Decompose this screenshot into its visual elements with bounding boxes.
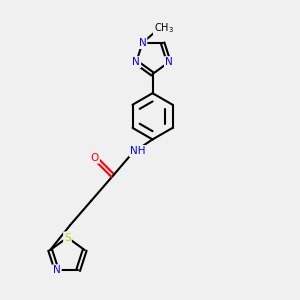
Text: NH: NH <box>130 146 146 156</box>
Text: O: O <box>91 153 99 163</box>
Text: S: S <box>64 232 71 242</box>
Text: CH$_3$: CH$_3$ <box>154 21 174 35</box>
Text: N: N <box>53 266 61 275</box>
Text: N: N <box>165 57 173 67</box>
Text: N: N <box>139 38 146 48</box>
Text: N: N <box>132 57 140 67</box>
